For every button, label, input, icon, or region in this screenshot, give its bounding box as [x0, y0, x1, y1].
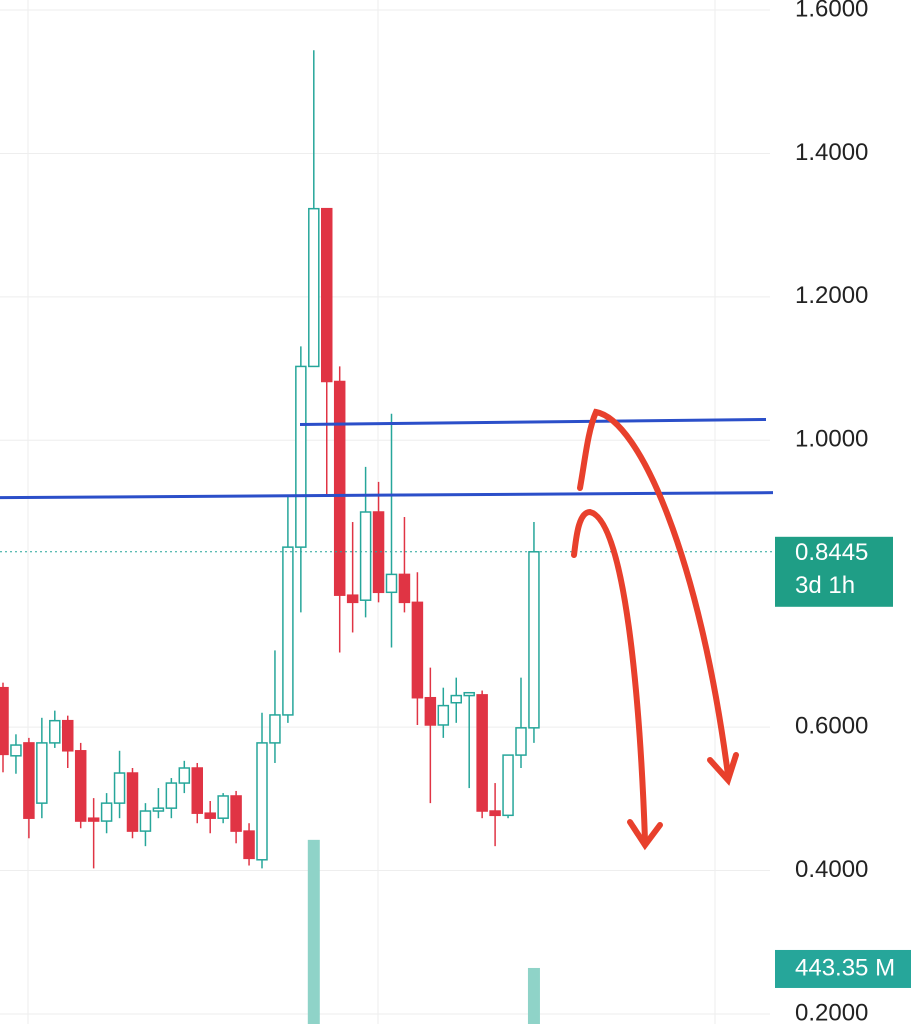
candle-body: [204, 812, 216, 819]
candle-body: [476, 694, 488, 812]
candle-body: [62, 719, 74, 752]
grid: [0, 9, 770, 1015]
candle-body: [23, 742, 35, 819]
y-tick-label: 0.4000: [795, 856, 868, 883]
y-tick-label: 0.2000: [795, 999, 868, 1024]
candle-body: [165, 782, 178, 809]
candle-body: [126, 772, 139, 832]
candle-body: [333, 380, 346, 596]
arrow-head: [707, 752, 739, 786]
candle-body: [489, 810, 501, 817]
candle-body: [74, 750, 87, 822]
y-tick-label: 0.6000: [795, 712, 868, 739]
candle-body: [230, 795, 242, 832]
candle-body: [243, 830, 255, 860]
candle-body: [87, 817, 100, 822]
candle-body: [191, 767, 203, 814]
candle-body: [295, 365, 307, 548]
price-tag-countdown: 3d 1h: [795, 572, 855, 599]
candle-body: [256, 742, 268, 861]
trend-line: [299, 417, 767, 427]
price-tag-value: 0.8445: [795, 539, 868, 566]
arrow: [571, 508, 648, 843]
candle-body: [515, 727, 527, 756]
trend-line: [0, 491, 774, 500]
overlays: [0, 417, 775, 553]
candle-body: [398, 573, 411, 604]
arrow-head: [627, 819, 663, 851]
y-axis: 1.6000 1.4000 1.2000 1.0000 0.6000 0.4000 0.20…: [775, 0, 911, 1026]
y-tick-label: 1.2000: [795, 282, 868, 309]
volume-bar: [527, 967, 540, 1024]
arrow: [577, 408, 731, 778]
candle-body: [282, 546, 294, 716]
candle-body: [269, 714, 281, 744]
candle-body: [217, 795, 229, 819]
candle-body: [359, 511, 372, 601]
candle-body: [437, 704, 450, 726]
candle-body: [152, 807, 165, 812]
candle-body: [0, 686, 9, 756]
y-tick-label: 1.0000: [795, 426, 868, 453]
candle-body: [113, 772, 126, 804]
candle-body: [100, 802, 113, 822]
candle-body: [346, 594, 359, 604]
candle-body: [372, 511, 385, 594]
y-tick-label: 1.6000: [795, 0, 868, 22]
candle-body: [528, 551, 540, 729]
candle-body: [463, 691, 475, 697]
candles: [0, 50, 540, 869]
volume-bar: [307, 839, 320, 1024]
candle-body: [308, 207, 320, 368]
candle-body: [385, 573, 398, 594]
candle-body: [321, 207, 333, 383]
candle-body: [424, 696, 437, 726]
candle-body: [49, 719, 61, 744]
candle-body: [10, 744, 22, 757]
candle-body: [178, 767, 191, 784]
volume: [307, 839, 540, 1024]
y-tick-label: 1.4000: [795, 139, 868, 166]
candle-body: [450, 694, 462, 704]
volume-tag-label: 443.35 M: [795, 954, 895, 981]
volume-tag: [775, 949, 911, 988]
candle-body: [139, 810, 152, 832]
candle-body: [411, 601, 424, 699]
price-tag: [775, 536, 893, 607]
candle-body: [502, 754, 514, 817]
hand-drawn-arrows: [571, 408, 739, 851]
candle-body: [36, 742, 48, 804]
